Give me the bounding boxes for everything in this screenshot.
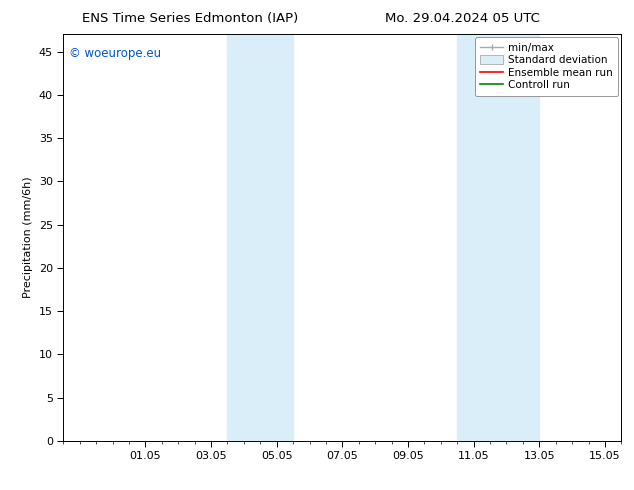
Text: Mo. 29.04.2024 05 UTC: Mo. 29.04.2024 05 UTC xyxy=(385,12,540,25)
Bar xyxy=(457,34,490,441)
Legend: min/max, Standard deviation, Ensemble mean run, Controll run: min/max, Standard deviation, Ensemble me… xyxy=(475,37,618,96)
Text: ENS Time Series Edmonton (IAP): ENS Time Series Edmonton (IAP) xyxy=(82,12,299,25)
Text: © woeurope.eu: © woeurope.eu xyxy=(69,47,161,59)
Y-axis label: Precipitation (mm/6h): Precipitation (mm/6h) xyxy=(23,177,34,298)
Bar xyxy=(261,34,293,441)
Bar xyxy=(228,34,261,441)
Bar xyxy=(490,34,540,441)
